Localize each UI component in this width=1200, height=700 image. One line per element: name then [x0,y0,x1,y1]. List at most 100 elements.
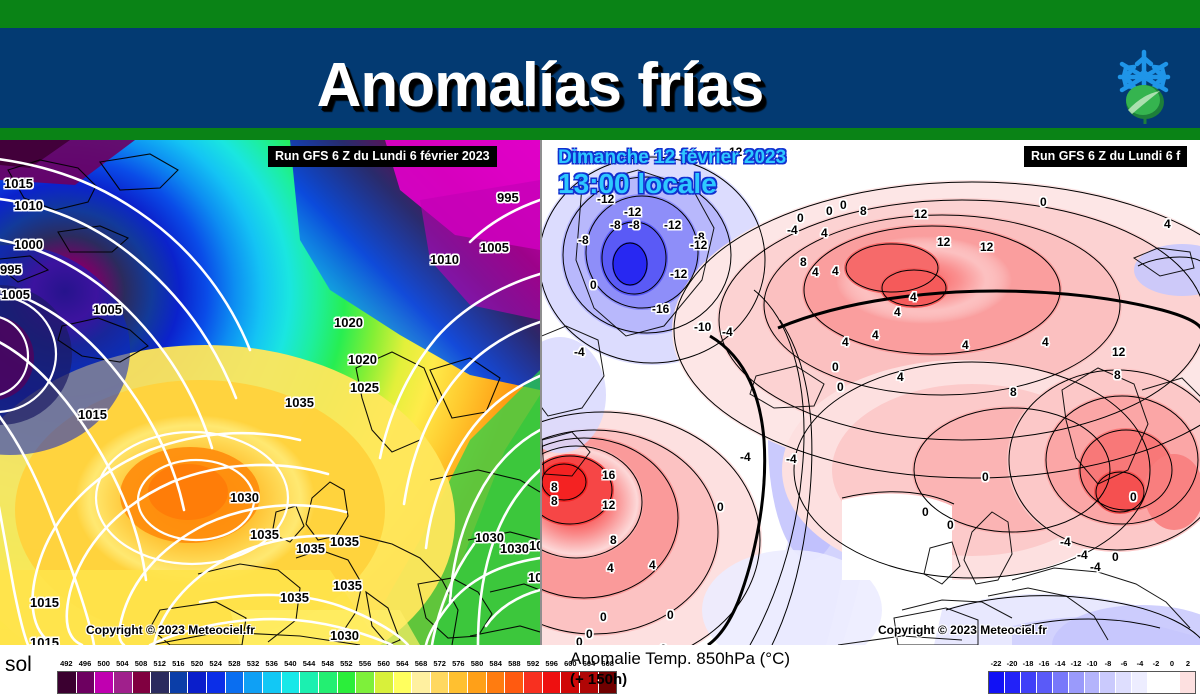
isobar-label: 1015 [78,407,107,422]
map-panel-anomaly[interactable]: Run GFS 6 Z du Lundi 6 f Dimanche 12 fév… [540,140,1200,645]
anomaly-contour-label: 4 [812,265,819,279]
anomaly-contour-label: 4 [649,558,656,572]
legend-right-title: Anomalie Temp. 850hPa (°C) [570,649,791,668]
anomaly-map-graphic [542,140,1200,645]
anomaly-contour-label: -4 [722,325,733,339]
colorbar-tick: 580 [470,659,484,668]
isobar-label: 1030 [528,570,540,585]
isobar-label: 1020 [334,315,363,330]
colorbar-tick: -10 [1086,659,1098,668]
anomaly-contour-label: -12 [670,267,688,281]
colorbar-tick: -4 [1136,659,1144,668]
page-title: Anomalías frías [316,51,765,120]
isobar-label: 1035 [330,534,359,549]
anomaly-contour-label: 16 [602,468,616,482]
anomaly-contour-label: 12 [602,498,616,512]
snowflake-leaf-logo [1117,49,1171,124]
isobar-label: 1030 [330,628,359,643]
colorbar-tick: 600 [564,659,577,668]
valid-hour: 13:00 locale [558,167,717,199]
anomaly-contour-label: -16 [652,302,670,316]
isobar-label: 1005 [480,240,509,255]
colorbar-tick: 496 [78,659,92,668]
anomaly-contour-label: 8 [551,494,558,508]
anomaly-contour-label: 12 [937,235,951,249]
colorbar-tick: 520 [190,659,204,668]
anomaly-contour-label: 8 [551,480,558,494]
colorbar-tick: -12 [1070,659,1082,668]
colorbar-tick: 552 [340,659,353,668]
anomaly-contour-label: 0 [717,500,724,514]
isobar-label: 1035 [333,578,362,593]
colorbar-tick: 564 [396,659,409,668]
colorbar-tick: 508 [134,659,148,668]
anomaly-contour-label: 4 [1042,335,1049,349]
anomaly-contour-label: 4 [910,290,917,304]
anomaly-contour-label: 4 [897,370,904,384]
colorbar-tick: 584 [489,659,502,668]
colorbar-tick: -14 [1054,659,1066,668]
geopotential-map-graphic [0,140,540,645]
anomaly-contour-label: 0 [660,642,667,645]
anomaly-contour-label: 0 [586,627,593,641]
colorbar-geopotential[interactable]: 492 496 500 504 508 512 516 520 524 528 532 536 540 5… [57,659,617,694]
colorbar-tick: 516 [172,659,185,668]
anomaly-contour-label: -8 [610,218,621,232]
anomaly-contour-label: 0 [576,635,583,645]
isobar-label: 1030 [230,490,259,505]
anomaly-contour-label: 4 [962,338,969,352]
anomaly-contour-label: 0 [1112,550,1119,564]
anomaly-contour-label: 4 [842,335,849,349]
colorbar-tick: 504 [116,659,129,668]
legend-right-subtitle: (+ 150h) [570,671,628,688]
isobar-label: 1005 [93,302,122,317]
copyright-right: Copyright © 2023 Meteociel.fr [878,623,1047,637]
colorbar-tick: 604 [582,659,596,668]
colorbar-tick: 568 [414,659,428,668]
anomaly-contour-label: 0 [832,360,839,374]
valid-time-label: Dimanche 12 février 2023 13:00 locale [558,148,786,199]
colorbar-right-swatches [988,671,1196,694]
anomaly-contour-label: -4 [1090,560,1101,574]
anomaly-contour-label: -10 [694,320,712,334]
colorbar-tick: -16 [1038,659,1050,668]
anomaly-contour-label: -4 [786,452,797,466]
isobar-label: 1020 [348,352,377,367]
colorbar-left-swatches [57,671,617,694]
colorbar-tick: 540 [284,659,297,668]
page-header: Anomalías frías [0,0,1200,140]
colorbar-tick: 532 [246,659,260,668]
colorbar-tick: 512 [153,659,166,668]
anomaly-contour-label: -12 [624,205,642,219]
isobar-label: 1035 [250,527,279,542]
anomaly-contour-label: 4 [607,561,614,575]
colorbar-tick: 548 [321,659,334,668]
anomaly-contour-label: 8 [800,255,807,269]
colorbar-tick: 592 [526,659,540,668]
isobar-label: 1030 [500,541,529,556]
isobar-label: 1030 [529,538,540,553]
anomaly-contour-label: 8 [860,204,867,218]
colorbar-tick: -8 [1104,659,1112,668]
colorbar-tick: 560 [377,659,390,668]
anomaly-contour-label: -12 [664,218,682,232]
anomaly-contour-label: 4 [1164,217,1171,231]
anomaly-contour-label: -4 [1060,535,1071,549]
isobar-label: 1010 [14,198,43,213]
anomaly-contour-label: 0 [1040,195,1047,209]
isobar-label: 1035 [296,541,325,556]
anomaly-contour-label: -4 [574,345,585,359]
colorbar-tick: 608 [601,659,614,668]
colorbar-left-ticks: 492 496 500 504 508 512 516 520 524 528 532 536 540 5… [57,659,617,671]
legend-left-title: sol [5,653,32,676]
isobar-label: 1025 [350,380,379,395]
colorbar-tick: 576 [452,659,465,668]
anomaly-contour-label: 0 [797,211,804,225]
anomaly-contour-label: 4 [872,328,879,342]
anomaly-contour-label: 0 [667,608,674,622]
map-panel-geopotential[interactable]: Run GFS 6 Z du Lundi 6 février 2023 Copy… [0,140,540,645]
isobar-label: 1010 [430,252,459,267]
colorbar-tick: 544 [302,659,316,668]
colorbar-tick: 0 [1169,659,1175,668]
colorbar-anomaly[interactable]: -22 -20 -18 -16 -14 -12 -10 -8 -6 -4 -2 0 2 [988,659,1196,694]
